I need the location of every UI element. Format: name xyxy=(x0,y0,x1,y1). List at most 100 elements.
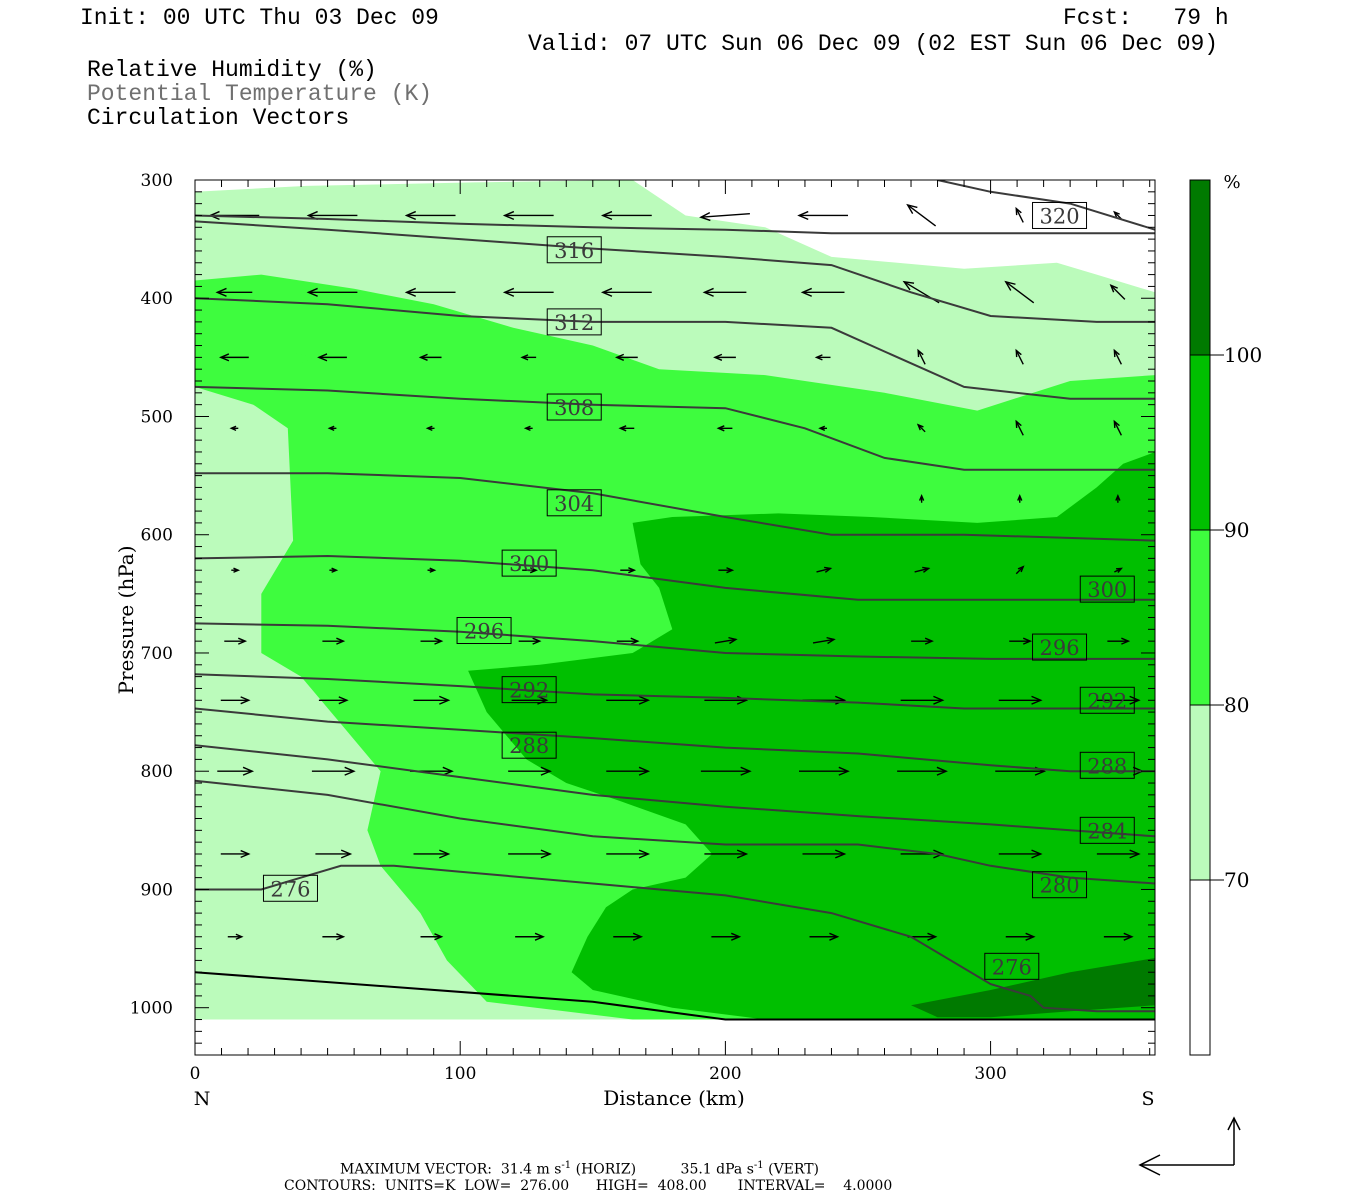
circulation-vector xyxy=(327,425,337,431)
colorbar-level-label: 90 xyxy=(1224,518,1249,542)
circulation-vector xyxy=(897,766,948,776)
circulation-vector xyxy=(699,212,750,222)
colorbar-level-label: 80 xyxy=(1224,693,1249,717)
circulation-vector xyxy=(413,695,451,705)
circulation-vector xyxy=(311,766,356,776)
circulation-vector xyxy=(618,425,635,432)
circulation-vector xyxy=(700,766,752,776)
circulation-vector xyxy=(217,766,255,776)
north-label: N xyxy=(194,1088,211,1110)
theta-contour-300 xyxy=(195,554,1155,601)
contour-label: 300 xyxy=(1079,575,1135,603)
circulation-vector xyxy=(1113,210,1122,220)
circulation-vector xyxy=(906,203,937,227)
contour-label: 288 xyxy=(1079,751,1135,779)
circulation-vector xyxy=(800,287,845,297)
circulation-vector xyxy=(322,637,346,645)
circulation-vector xyxy=(1015,419,1024,436)
circulation-vector xyxy=(322,933,346,941)
svg-text:300: 300 xyxy=(509,552,549,576)
circulation-vector xyxy=(911,637,934,645)
circulation-vector xyxy=(318,696,349,705)
colorbar-level-label: 70 xyxy=(1224,868,1249,892)
circulation-vector xyxy=(918,493,925,503)
circulation-vector xyxy=(1109,284,1126,300)
circulation-vector xyxy=(718,567,735,574)
contour-label: 320 xyxy=(1032,201,1088,229)
legend-vectors: Circulation Vectors xyxy=(87,105,350,131)
circulation-vector xyxy=(218,353,249,362)
svg-text:300: 300 xyxy=(1087,578,1127,602)
colorbar-segment xyxy=(1189,529,1211,706)
theta-contour-layer xyxy=(195,180,1155,1021)
svg-text:292: 292 xyxy=(1087,689,1127,713)
svg-text:288: 288 xyxy=(509,734,549,758)
svg-text:284: 284 xyxy=(1087,819,1127,843)
svg-text:296: 296 xyxy=(464,620,504,644)
circulation-vector xyxy=(1113,419,1122,436)
y-axis-label: Pressure (hPa) xyxy=(114,546,138,695)
forecast-hour: Fcst: 79 h xyxy=(1063,5,1229,31)
rh-region-90-100 xyxy=(468,452,1155,1020)
rh-region-100+ xyxy=(911,958,1155,1018)
circulation-vector xyxy=(404,210,456,221)
circulation-vector xyxy=(814,354,831,361)
circulation-vector xyxy=(231,567,241,573)
rh-fill-layer xyxy=(195,180,1155,1020)
y-tick-label: 300 xyxy=(141,171,173,191)
circulation-vector xyxy=(714,636,738,645)
circulation-vector xyxy=(998,849,1043,859)
circulation-vector xyxy=(600,287,652,297)
colorbar-segment xyxy=(1189,879,1211,1056)
circulation-vector xyxy=(1096,849,1141,859)
circulation-vector xyxy=(713,353,736,361)
circulation-vector xyxy=(515,932,545,941)
max-vector-text: MAXIMUM VECTOR: 31.4 m s-1 (HORIZ) 35.1 … xyxy=(340,1160,819,1178)
circulation-vector xyxy=(812,636,836,645)
svg-text:316: 316 xyxy=(554,239,594,263)
y-tick-label: 600 xyxy=(141,526,173,546)
circulation-vector xyxy=(508,849,552,859)
circulation-vector xyxy=(523,425,533,431)
circulation-vector xyxy=(1107,637,1131,645)
theta-contour-288 xyxy=(195,707,1155,773)
svg-text:308: 308 xyxy=(554,396,594,420)
circulation-vector xyxy=(420,933,444,941)
y-tick-label: 400 xyxy=(141,289,173,309)
circulation-vector xyxy=(620,567,637,574)
circulation-vector xyxy=(215,287,253,297)
svg-text:280: 280 xyxy=(1039,874,1079,898)
circulation-vector xyxy=(818,425,828,431)
circulation-vector xyxy=(413,849,451,859)
circulation-vector xyxy=(502,210,554,221)
circulation-vector xyxy=(914,566,931,573)
circulation-vector xyxy=(900,695,945,705)
init-time: Init: 00 UTC Thu 03 Dec 09 xyxy=(80,5,439,31)
circulation-vector xyxy=(704,849,749,859)
x-tick-label: 200 xyxy=(709,1064,741,1084)
contour-label: 276 xyxy=(984,952,1040,980)
theta-contour-280 xyxy=(195,779,1155,885)
y-tick-label: 800 xyxy=(141,762,173,782)
circulation-vector xyxy=(606,695,651,705)
circulation-vector xyxy=(404,287,456,297)
svg-text:276: 276 xyxy=(992,955,1032,979)
circulation-vector xyxy=(227,933,244,940)
circulation-vector xyxy=(1113,348,1122,365)
circulation-vector xyxy=(306,287,358,297)
circulation-vector xyxy=(1015,348,1024,365)
circulation-vector xyxy=(1115,493,1121,503)
theta-contour-284 xyxy=(195,744,1155,838)
circulation-vector xyxy=(606,849,651,859)
contour-label: 292 xyxy=(501,676,557,704)
legend-theta: Potential Temperature (K) xyxy=(87,81,433,107)
contour-label: 308 xyxy=(546,393,602,421)
circulation-vector xyxy=(799,766,850,776)
svg-text:296: 296 xyxy=(1039,636,1079,660)
theta-contour-308 xyxy=(195,385,1155,471)
circulation-vector xyxy=(613,932,644,941)
circulation-vector xyxy=(220,696,251,705)
vector-layer xyxy=(208,203,1145,941)
circulation-vector xyxy=(427,567,437,573)
rh-region-80-90 xyxy=(287,351,315,364)
